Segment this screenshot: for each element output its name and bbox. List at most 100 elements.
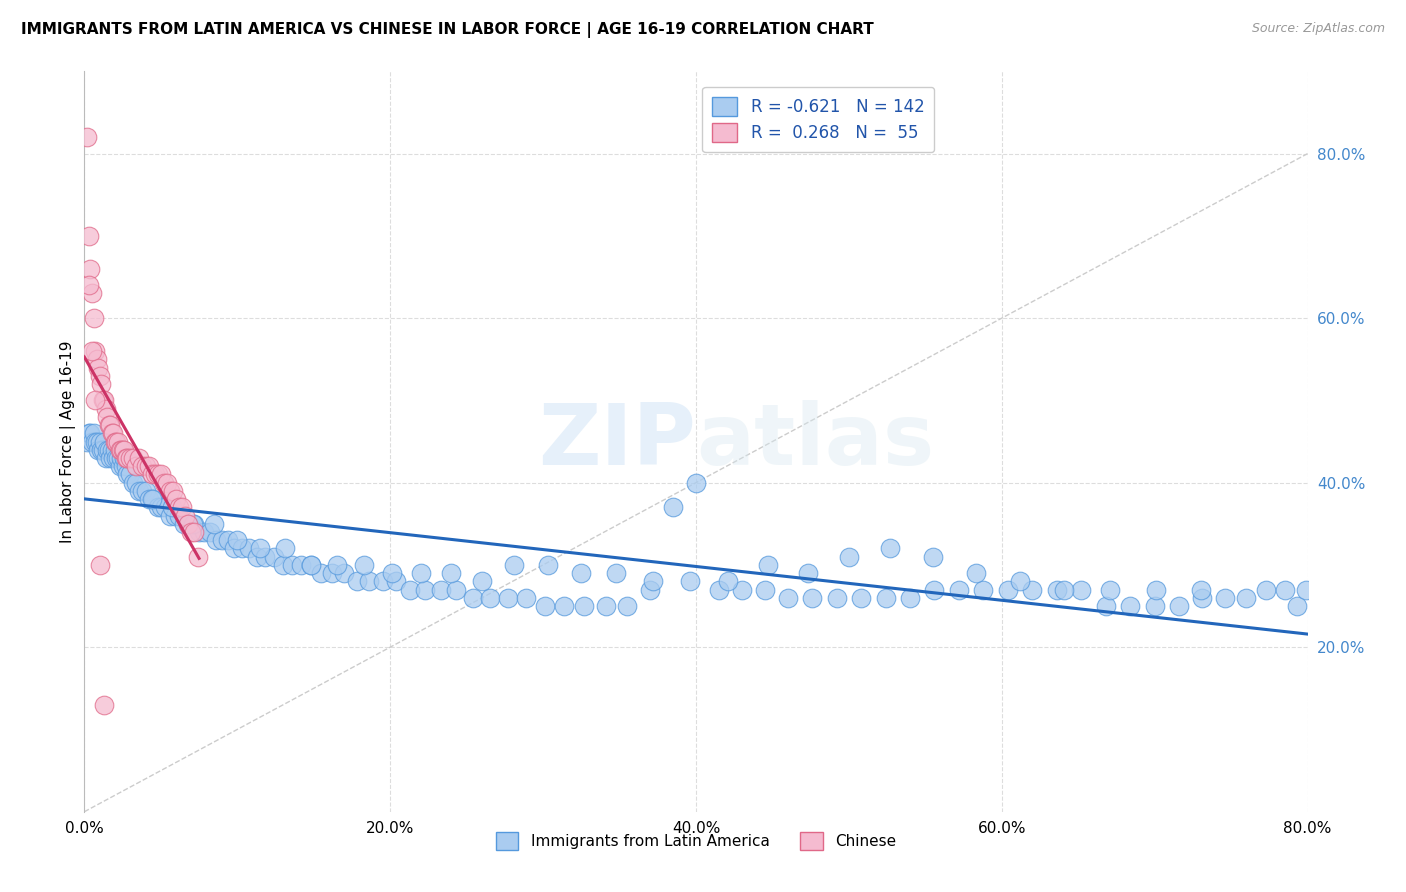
Point [643,574,665,589]
Point [1119,599,1142,613]
Point [80,434,103,449]
Point [108,442,131,457]
Point [125,475,148,490]
Point [429,582,451,597]
Point [346,574,368,589]
Point [96,409,118,424]
Point [924,582,946,597]
Point [1285,599,1308,613]
Point [188,524,211,539]
Point [96,442,118,457]
Point [1094,599,1116,613]
Text: IMMIGRANTS FROM LATIN AMERICA VS CHINESE IN LABOR FORCE | AGE 16-19 CORRELATION : IMMIGRANTS FROM LATIN AMERICA VS CHINESE… [21,22,875,38]
Point [299,558,322,572]
Point [97,418,120,433]
Point [115,450,138,465]
Point [972,582,994,597]
Point [149,467,172,482]
Point [1046,582,1069,597]
Point [1010,574,1032,589]
Text: ZIP: ZIP [538,400,696,483]
Point [159,508,181,523]
Point [91,442,114,457]
Point [224,541,246,556]
Point [515,591,537,605]
Point [155,500,177,515]
Point [111,442,134,457]
Point [94,450,117,465]
Point [149,500,172,515]
Point [108,459,131,474]
Point [273,541,295,556]
Point [110,442,132,457]
Point [238,541,260,556]
Point [83,311,105,326]
Point [159,483,181,498]
Point [290,558,312,572]
Point [253,549,276,564]
Point [103,450,125,465]
Point [86,352,108,367]
Point [325,558,347,572]
Point [685,475,707,490]
Point [756,558,779,572]
Point [1053,582,1076,597]
Point [776,591,799,605]
Point [97,442,120,457]
Point [174,508,197,523]
Text: Source: ZipAtlas.com: Source: ZipAtlas.com [1251,22,1385,36]
Point [1213,591,1236,605]
Point [281,558,304,572]
Point [875,591,897,605]
Point [371,574,394,589]
Point [825,591,848,605]
Point [135,483,157,498]
Point [131,483,153,498]
Point [193,524,215,539]
Point [107,434,129,449]
Point [311,566,333,581]
Point [569,566,592,581]
Point [105,434,128,449]
Y-axis label: In Labor Force | Age 16-19: In Labor Force | Age 16-19 [60,340,76,543]
Point [84,393,107,408]
Point [440,566,463,581]
Point [76,130,98,145]
Point [605,566,627,581]
Point [101,442,124,457]
Point [471,574,494,589]
Point [707,582,730,597]
Point [754,582,776,597]
Point [249,541,271,556]
Point [1274,582,1296,597]
Point [125,459,148,474]
Point [93,698,115,712]
Point [1070,582,1092,597]
Point [922,549,945,564]
Point [263,549,285,564]
Point [128,483,150,498]
Point [662,500,685,515]
Point [91,393,114,408]
Point [333,566,356,581]
Point [142,492,165,507]
Point [80,286,103,301]
Point [77,426,100,441]
Point [103,426,125,441]
Point [165,492,187,507]
Point [353,558,375,572]
Point [98,418,121,433]
Point [496,591,519,605]
Point [186,549,208,564]
Point [381,566,404,581]
Point [211,533,233,548]
Point [172,500,194,515]
Point [183,516,205,531]
Point [101,426,124,441]
Point [89,558,111,572]
Point [1189,582,1212,597]
Point [948,582,970,597]
Point [801,591,824,605]
Point [399,582,422,597]
Point [181,516,204,531]
